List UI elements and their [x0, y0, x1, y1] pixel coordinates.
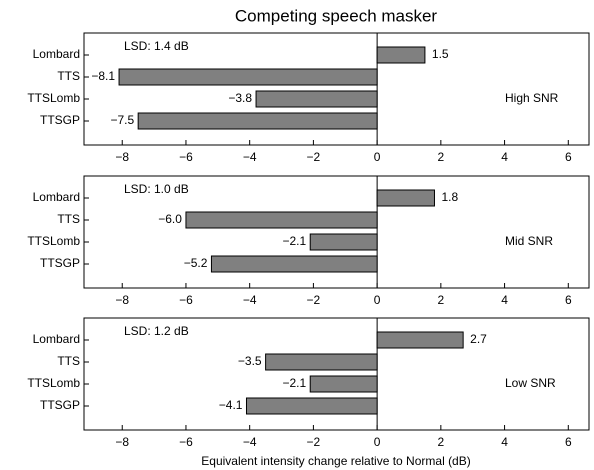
bar [118, 68, 378, 86]
annotation: High SNR [505, 91, 559, 105]
x-tick-label: 0 [374, 435, 381, 449]
y-tick-label: Lombard [33, 47, 80, 61]
y-tick-label: TTSGP [40, 256, 80, 270]
bar [265, 353, 378, 371]
x-tick-label: −2 [307, 150, 321, 164]
x-tick-label: 4 [501, 435, 508, 449]
bar [376, 46, 426, 64]
x-tick-label: −4 [243, 150, 257, 164]
bar [245, 397, 378, 415]
plot-frame [83, 32, 590, 146]
x-tick-label: 0 [374, 293, 381, 307]
value-label: −3.5 [238, 354, 262, 368]
x-tick-label: −2 [307, 293, 321, 307]
y-tick-label: TTSLomb [27, 376, 80, 390]
x-tick-label: 2 [438, 293, 445, 307]
y-tick-label: TTS [57, 354, 80, 368]
value-label: −8.1 [91, 69, 115, 83]
x-tick-label: 2 [438, 435, 445, 449]
annotation: LSD: 1.4 dB [124, 39, 189, 53]
annotation: Mid SNR [505, 234, 553, 248]
y-tick-label: Lombard [33, 190, 80, 204]
x-tick-label: −4 [243, 293, 257, 307]
value-label: −6.0 [158, 212, 182, 226]
x-axis-label: Equivalent intensity change relative to … [201, 454, 470, 468]
y-tick-label: TTSGP [40, 398, 80, 412]
annotation: LSD: 1.2 dB [124, 324, 189, 338]
bar [137, 112, 378, 130]
value-label: 1.8 [441, 190, 458, 204]
x-tick-label: −8 [115, 293, 129, 307]
value-label: 1.5 [432, 47, 449, 61]
x-tick-label: 6 [565, 150, 572, 164]
value-label: −2.1 [283, 234, 307, 248]
plot-frame [83, 317, 590, 431]
x-tick-label: −4 [243, 435, 257, 449]
x-tick-label: −2 [307, 435, 321, 449]
x-tick-label: 4 [501, 150, 508, 164]
x-tick-label: −6 [179, 293, 193, 307]
bar [185, 211, 378, 229]
x-tick-label: 6 [565, 293, 572, 307]
x-tick-label: 2 [438, 150, 445, 164]
x-tick-label: −8 [115, 435, 129, 449]
y-tick-label: TTSLomb [27, 91, 80, 105]
bar [309, 375, 378, 393]
value-label: −7.5 [110, 113, 134, 127]
value-label: −5.2 [184, 256, 208, 270]
x-tick-label: 6 [565, 435, 572, 449]
x-tick-label: −6 [179, 435, 193, 449]
x-tick-label: −6 [179, 150, 193, 164]
bar [309, 233, 378, 251]
x-tick-label: 0 [374, 150, 381, 164]
annotation: Low SNR [505, 376, 556, 390]
value-label: −2.1 [283, 376, 307, 390]
x-tick-label: −8 [115, 150, 129, 164]
y-tick-label: TTS [57, 212, 80, 226]
bar [376, 189, 435, 207]
annotation: LSD: 1.0 dB [124, 182, 189, 196]
chart-title: Competing speech masker [235, 6, 438, 25]
value-label: 2.7 [470, 332, 487, 346]
value-label: −4.1 [219, 398, 243, 412]
x-tick-label: 4 [501, 293, 508, 307]
plot-frame [83, 175, 590, 289]
y-tick-label: Lombard [33, 332, 80, 346]
bar [210, 255, 378, 273]
y-tick-label: TTSLomb [27, 234, 80, 248]
value-label: −3.8 [228, 91, 252, 105]
y-tick-label: TTS [57, 69, 80, 83]
bar [255, 90, 378, 108]
bar [376, 331, 464, 349]
y-tick-label: TTSGP [40, 113, 80, 127]
